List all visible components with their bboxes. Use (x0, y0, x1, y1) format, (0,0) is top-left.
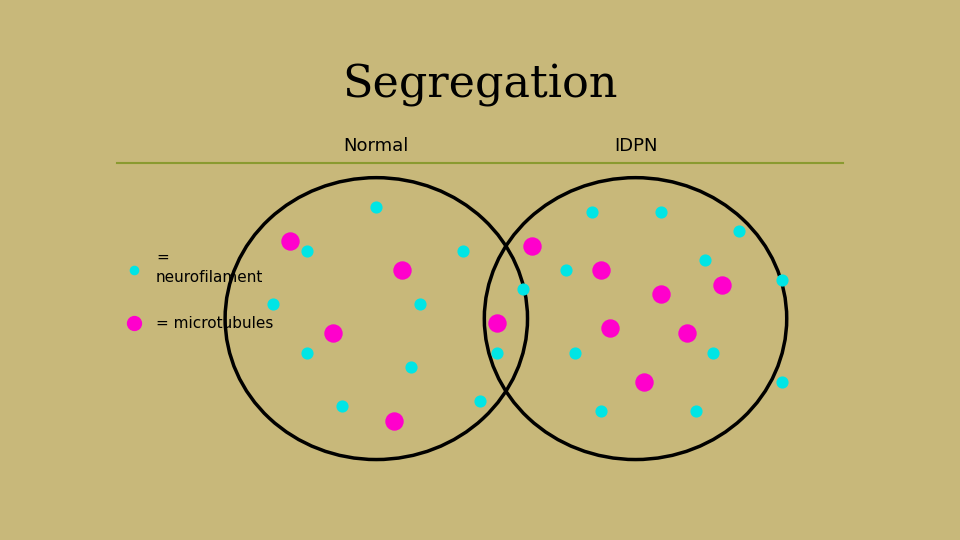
Point (636, 377, 652, 386)
Point (472, 397, 488, 406)
Point (697, 256, 712, 265)
Point (490, 319, 505, 328)
Point (490, 348, 505, 357)
Point (775, 377, 790, 386)
Point (593, 266, 609, 274)
Point (412, 300, 427, 308)
Point (706, 348, 721, 357)
Point (265, 300, 280, 308)
Point (680, 329, 695, 338)
Point (585, 207, 600, 216)
Point (369, 202, 384, 211)
Point (325, 329, 341, 338)
Point (714, 280, 730, 289)
Point (654, 290, 669, 299)
Point (593, 407, 609, 415)
Point (300, 246, 315, 255)
Point (732, 227, 747, 235)
Point (567, 348, 583, 357)
Point (300, 348, 315, 357)
Point (455, 246, 470, 255)
Point (282, 237, 298, 245)
Point (688, 407, 704, 415)
Text: Segregation: Segregation (343, 64, 617, 107)
Point (559, 266, 574, 274)
Text: =
neurofilament: = neurofilament (156, 250, 263, 285)
Text: IDPN: IDPN (613, 137, 658, 155)
Text: = microtubules: = microtubules (156, 316, 274, 331)
Point (127, 319, 142, 328)
Point (516, 285, 531, 294)
Point (386, 416, 401, 425)
Point (395, 266, 410, 274)
Point (334, 402, 349, 410)
Text: Normal: Normal (344, 137, 409, 155)
Point (127, 266, 142, 274)
Point (403, 363, 419, 372)
Point (602, 324, 617, 333)
Point (654, 207, 669, 216)
Point (524, 241, 540, 250)
Point (775, 275, 790, 284)
